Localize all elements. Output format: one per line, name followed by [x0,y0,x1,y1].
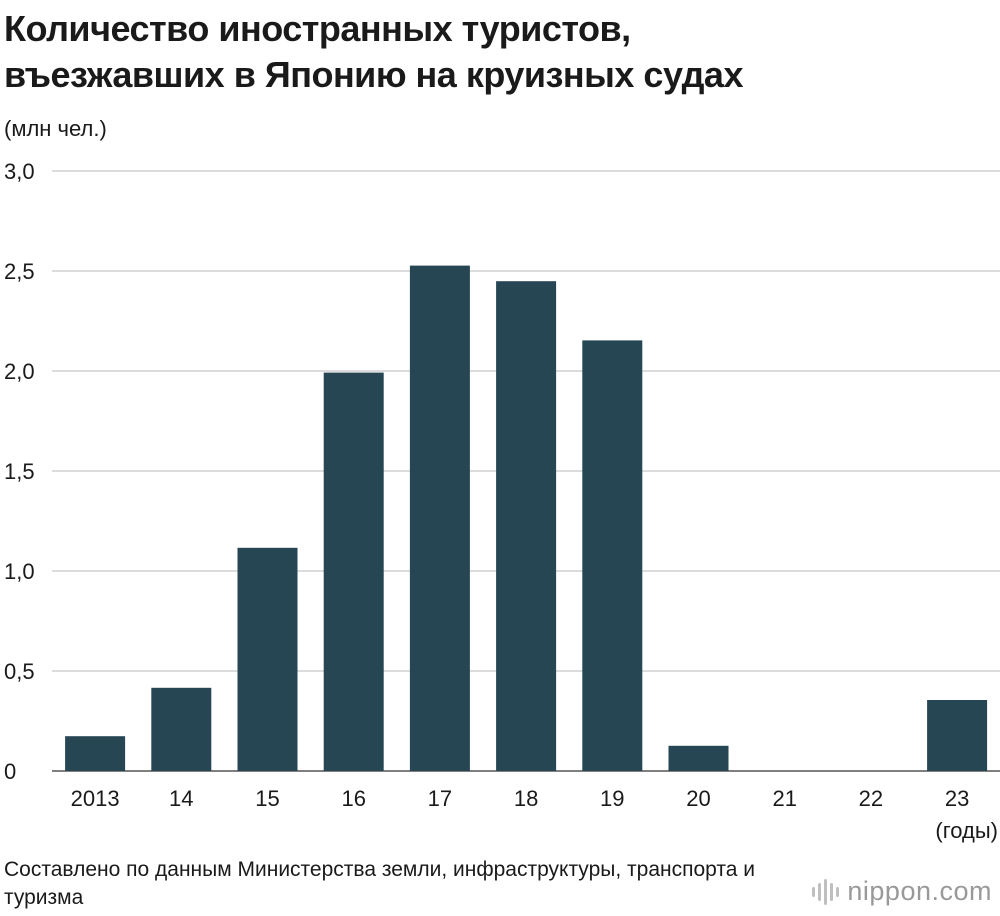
x-tick-label: 23 [945,786,969,811]
x-tick-label: 22 [859,786,883,811]
x-tick-label: 19 [600,786,624,811]
logo-name: nippon [847,876,932,906]
bar-20 [668,745,729,771]
logo-bars-icon [812,878,840,905]
x-tick-label: 21 [772,786,796,811]
x-tick-label: 2013 [71,786,120,811]
y-tick-label: 0,5 [4,659,35,684]
y-tick-label: 1,0 [4,559,35,584]
bar-16 [323,372,384,771]
bar-18 [496,281,557,771]
bar-23 [927,700,988,771]
bars [65,265,988,771]
y-tick-label: 1,5 [4,459,35,484]
x-tick-label: 16 [341,786,365,811]
chart-title-line-1: Количество иностранных туристов, [4,8,631,49]
x-tick-label: 17 [428,786,452,811]
y-tick-label: 2,0 [4,359,35,384]
y-axis-unit-label: (млн чел.) [4,116,107,141]
y-tick-label: 2,5 [4,259,35,284]
bar-17 [409,265,470,771]
chart-title: Количество иностранных туристов, въезжав… [4,6,743,98]
y-tick-label: 0 [4,759,16,784]
nippon-logo: nippon.com [812,876,992,907]
x-axis-unit-label: (годы) [935,818,998,843]
x-tick-label: 18 [514,786,538,811]
bar-19 [582,340,643,771]
x-axis-ticks: 2013 14 15 16 17 18 19 20 21 22 23 [71,786,970,811]
y-tick-label: 3,0 [4,159,35,184]
y-axis-ticks: 0 0,5 1,0 1,5 2,0 2,5 3,0 [4,159,35,784]
x-tick-label: 15 [255,786,279,811]
x-tick-label: 14 [169,786,193,811]
x-tick-label: 20 [686,786,710,811]
logo-text: nippon.com [847,876,992,907]
source-note: Составлено по данным Министерства земли,… [4,858,755,909]
chart-title-line-2: въезжавших в Японию на круизных судах [4,54,743,95]
bar-2013 [65,736,126,771]
bar-15 [237,547,298,771]
logo-suffix: .com [931,876,992,906]
bar-14 [151,687,212,771]
